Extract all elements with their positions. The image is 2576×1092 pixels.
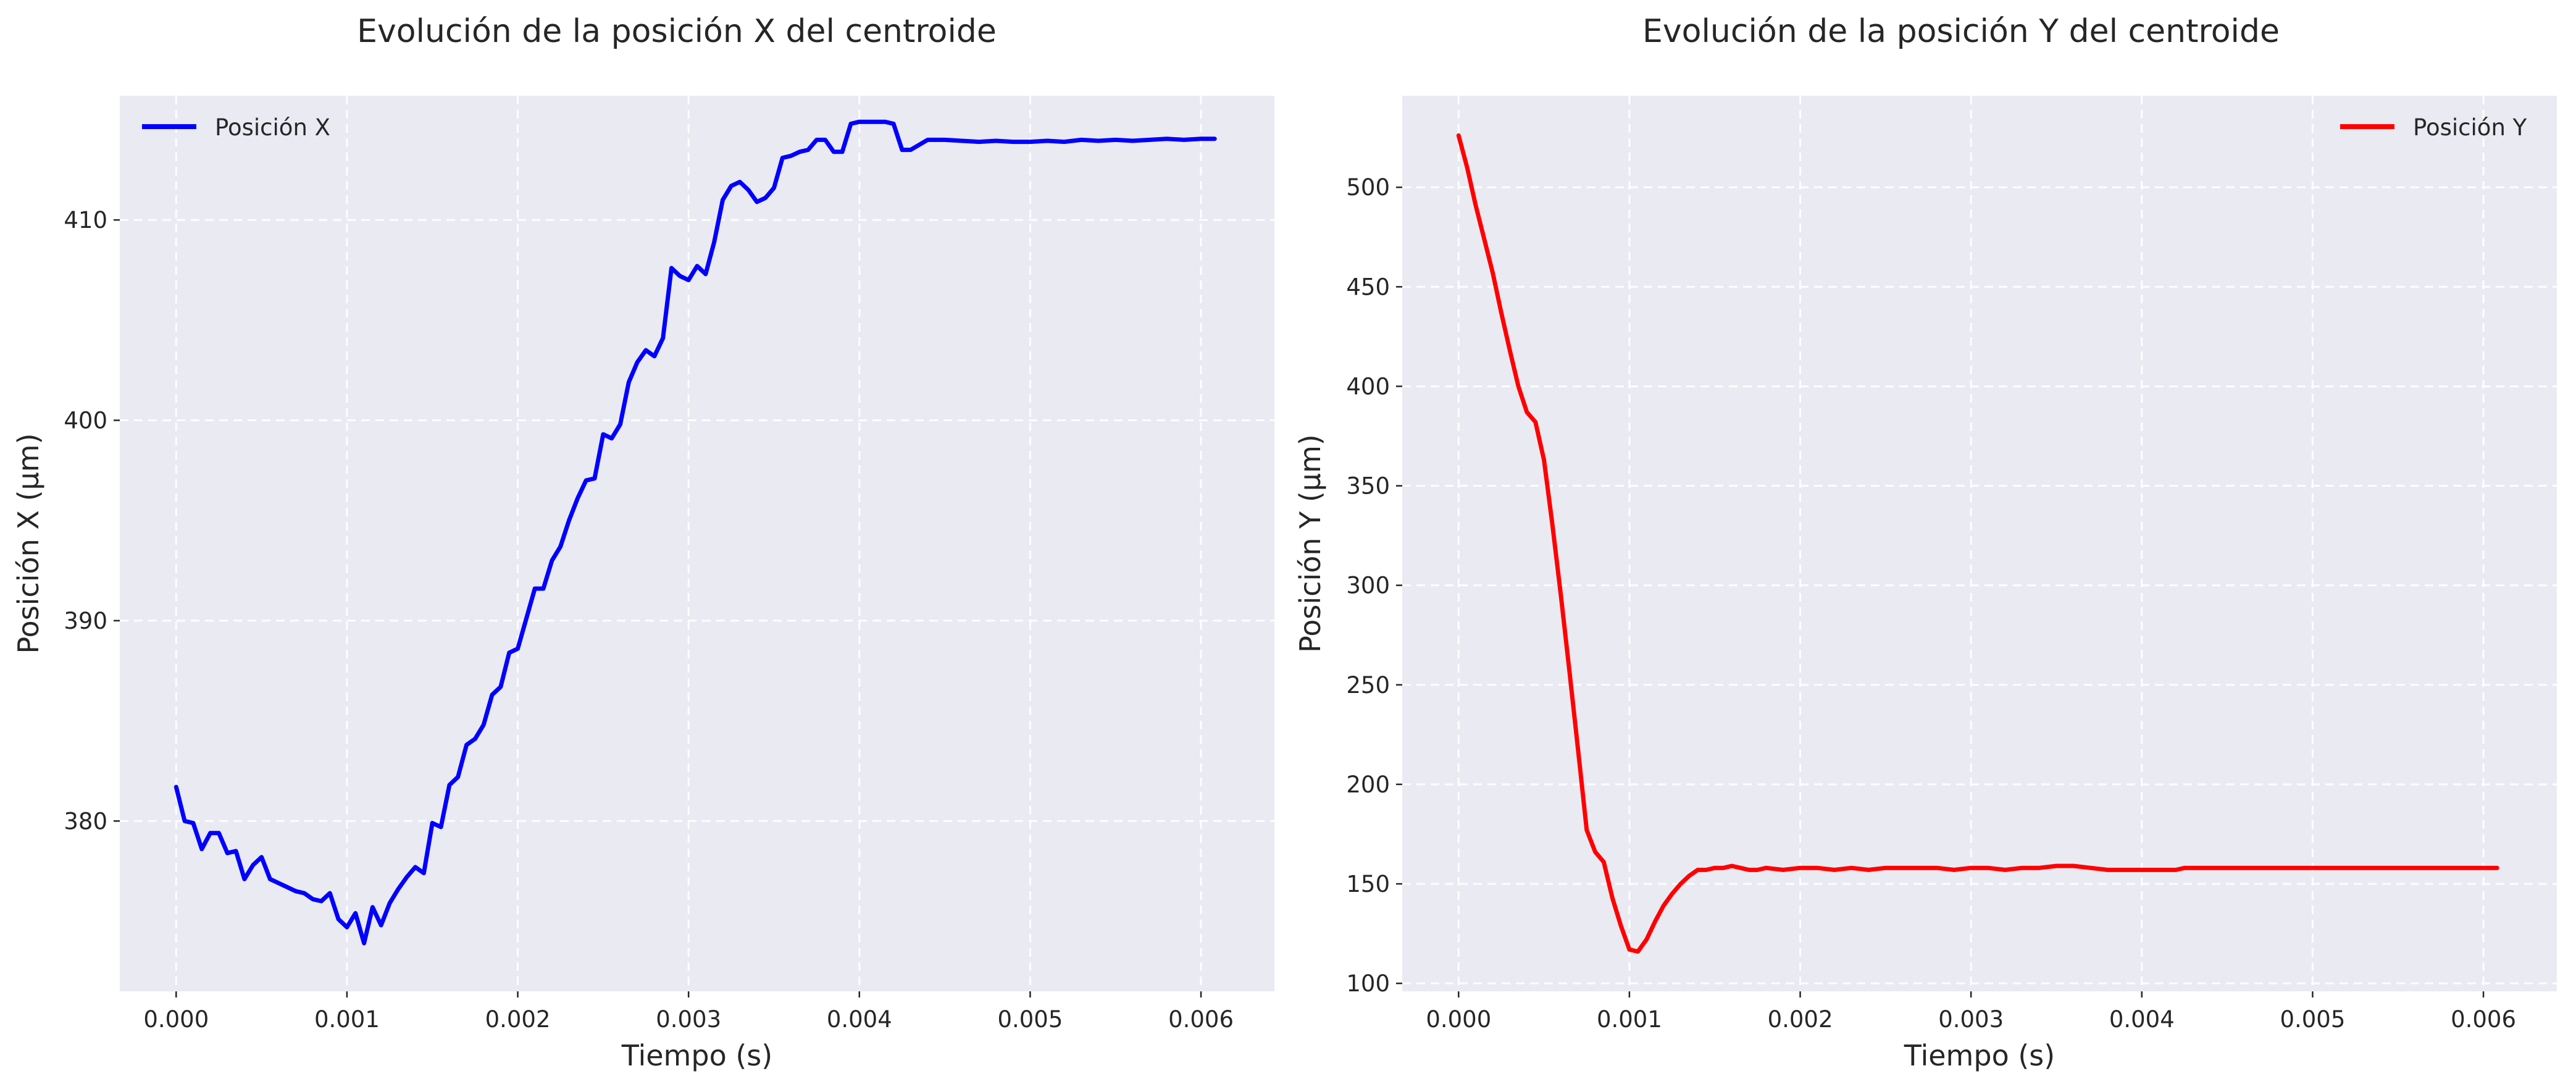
- plot-area: [1402, 96, 2557, 991]
- y-axis-label: Posición X (µm): [12, 433, 45, 653]
- y-tick-label: 380: [64, 808, 107, 834]
- y-tick-label: 500: [1346, 174, 1390, 201]
- x-tick-label: 0.000: [1426, 1006, 1491, 1033]
- x-tick-label: 0.001: [1597, 1006, 1662, 1033]
- legend-label-y: Posición Y: [2413, 114, 2527, 141]
- x-tick-label: 0.000: [143, 1006, 209, 1033]
- x-tick-label: 0.005: [2280, 1006, 2345, 1033]
- chart-title: Evolución de la posición X del centroide: [357, 13, 997, 50]
- series-line: [1456, 133, 2499, 954]
- y-tick-label: 400: [64, 408, 107, 434]
- grid-lines: [120, 96, 1274, 991]
- y-tick-label: 350: [1346, 473, 1390, 500]
- x-tick-label: 0.003: [656, 1006, 721, 1033]
- x-tick-label: 0.003: [1938, 1006, 2004, 1033]
- chart-x-position: Evolución de la posición X del centroide…: [12, 13, 1274, 1072]
- y-tick-label: 250: [1346, 672, 1390, 699]
- axis-ticks: 0.000 0.001 0.002 0.003 0.004 0.005 0.006 100 15…: [1346, 174, 2516, 1033]
- legend: Posición X: [142, 114, 330, 141]
- x-axis-label: Tiempo (s): [621, 1039, 772, 1072]
- y-tick-label: 390: [64, 608, 107, 634]
- legend-label-x: Posición X: [215, 114, 330, 141]
- x-tick-label: 0.002: [485, 1006, 551, 1033]
- x-tick-label: 0.001: [314, 1006, 380, 1033]
- chart-y-position: Evolución de la posición Y del centroide…: [1294, 13, 2557, 1072]
- y-tick-label: 100: [1346, 970, 1390, 997]
- series-layer: [1456, 133, 2499, 954]
- plot-area: [120, 96, 1274, 991]
- x-axis-label: Tiempo (s): [1904, 1039, 2055, 1072]
- y-tick-label: 200: [1346, 771, 1390, 798]
- grid-lines: [1402, 96, 2557, 991]
- chart-title: Evolución de la posición Y del centroide: [1642, 13, 2280, 50]
- y-axis-label: Posición Y (µm): [1294, 434, 1327, 653]
- x-tick-label: 0.004: [2109, 1006, 2175, 1033]
- y-tick-label: 410: [64, 207, 107, 233]
- y-tick-label: 150: [1346, 871, 1390, 897]
- x-tick-label: 0.006: [2451, 1006, 2516, 1033]
- x-tick-label: 0.002: [1768, 1006, 1833, 1033]
- x-tick-label: 0.006: [1168, 1006, 1234, 1033]
- axis-ticks: 0.000 0.001 0.002 0.003 0.004 0.005 0.006 380 39…: [64, 207, 1234, 1033]
- legend: Posición Y: [2340, 114, 2527, 141]
- series-line: [174, 119, 1217, 946]
- x-tick-label: 0.005: [997, 1006, 1063, 1033]
- series-layer: [174, 119, 1217, 946]
- y-tick-label: 450: [1346, 274, 1390, 300]
- x-tick-label: 0.004: [827, 1006, 892, 1033]
- y-tick-label: 400: [1346, 373, 1390, 400]
- y-tick-label: 300: [1346, 573, 1390, 599]
